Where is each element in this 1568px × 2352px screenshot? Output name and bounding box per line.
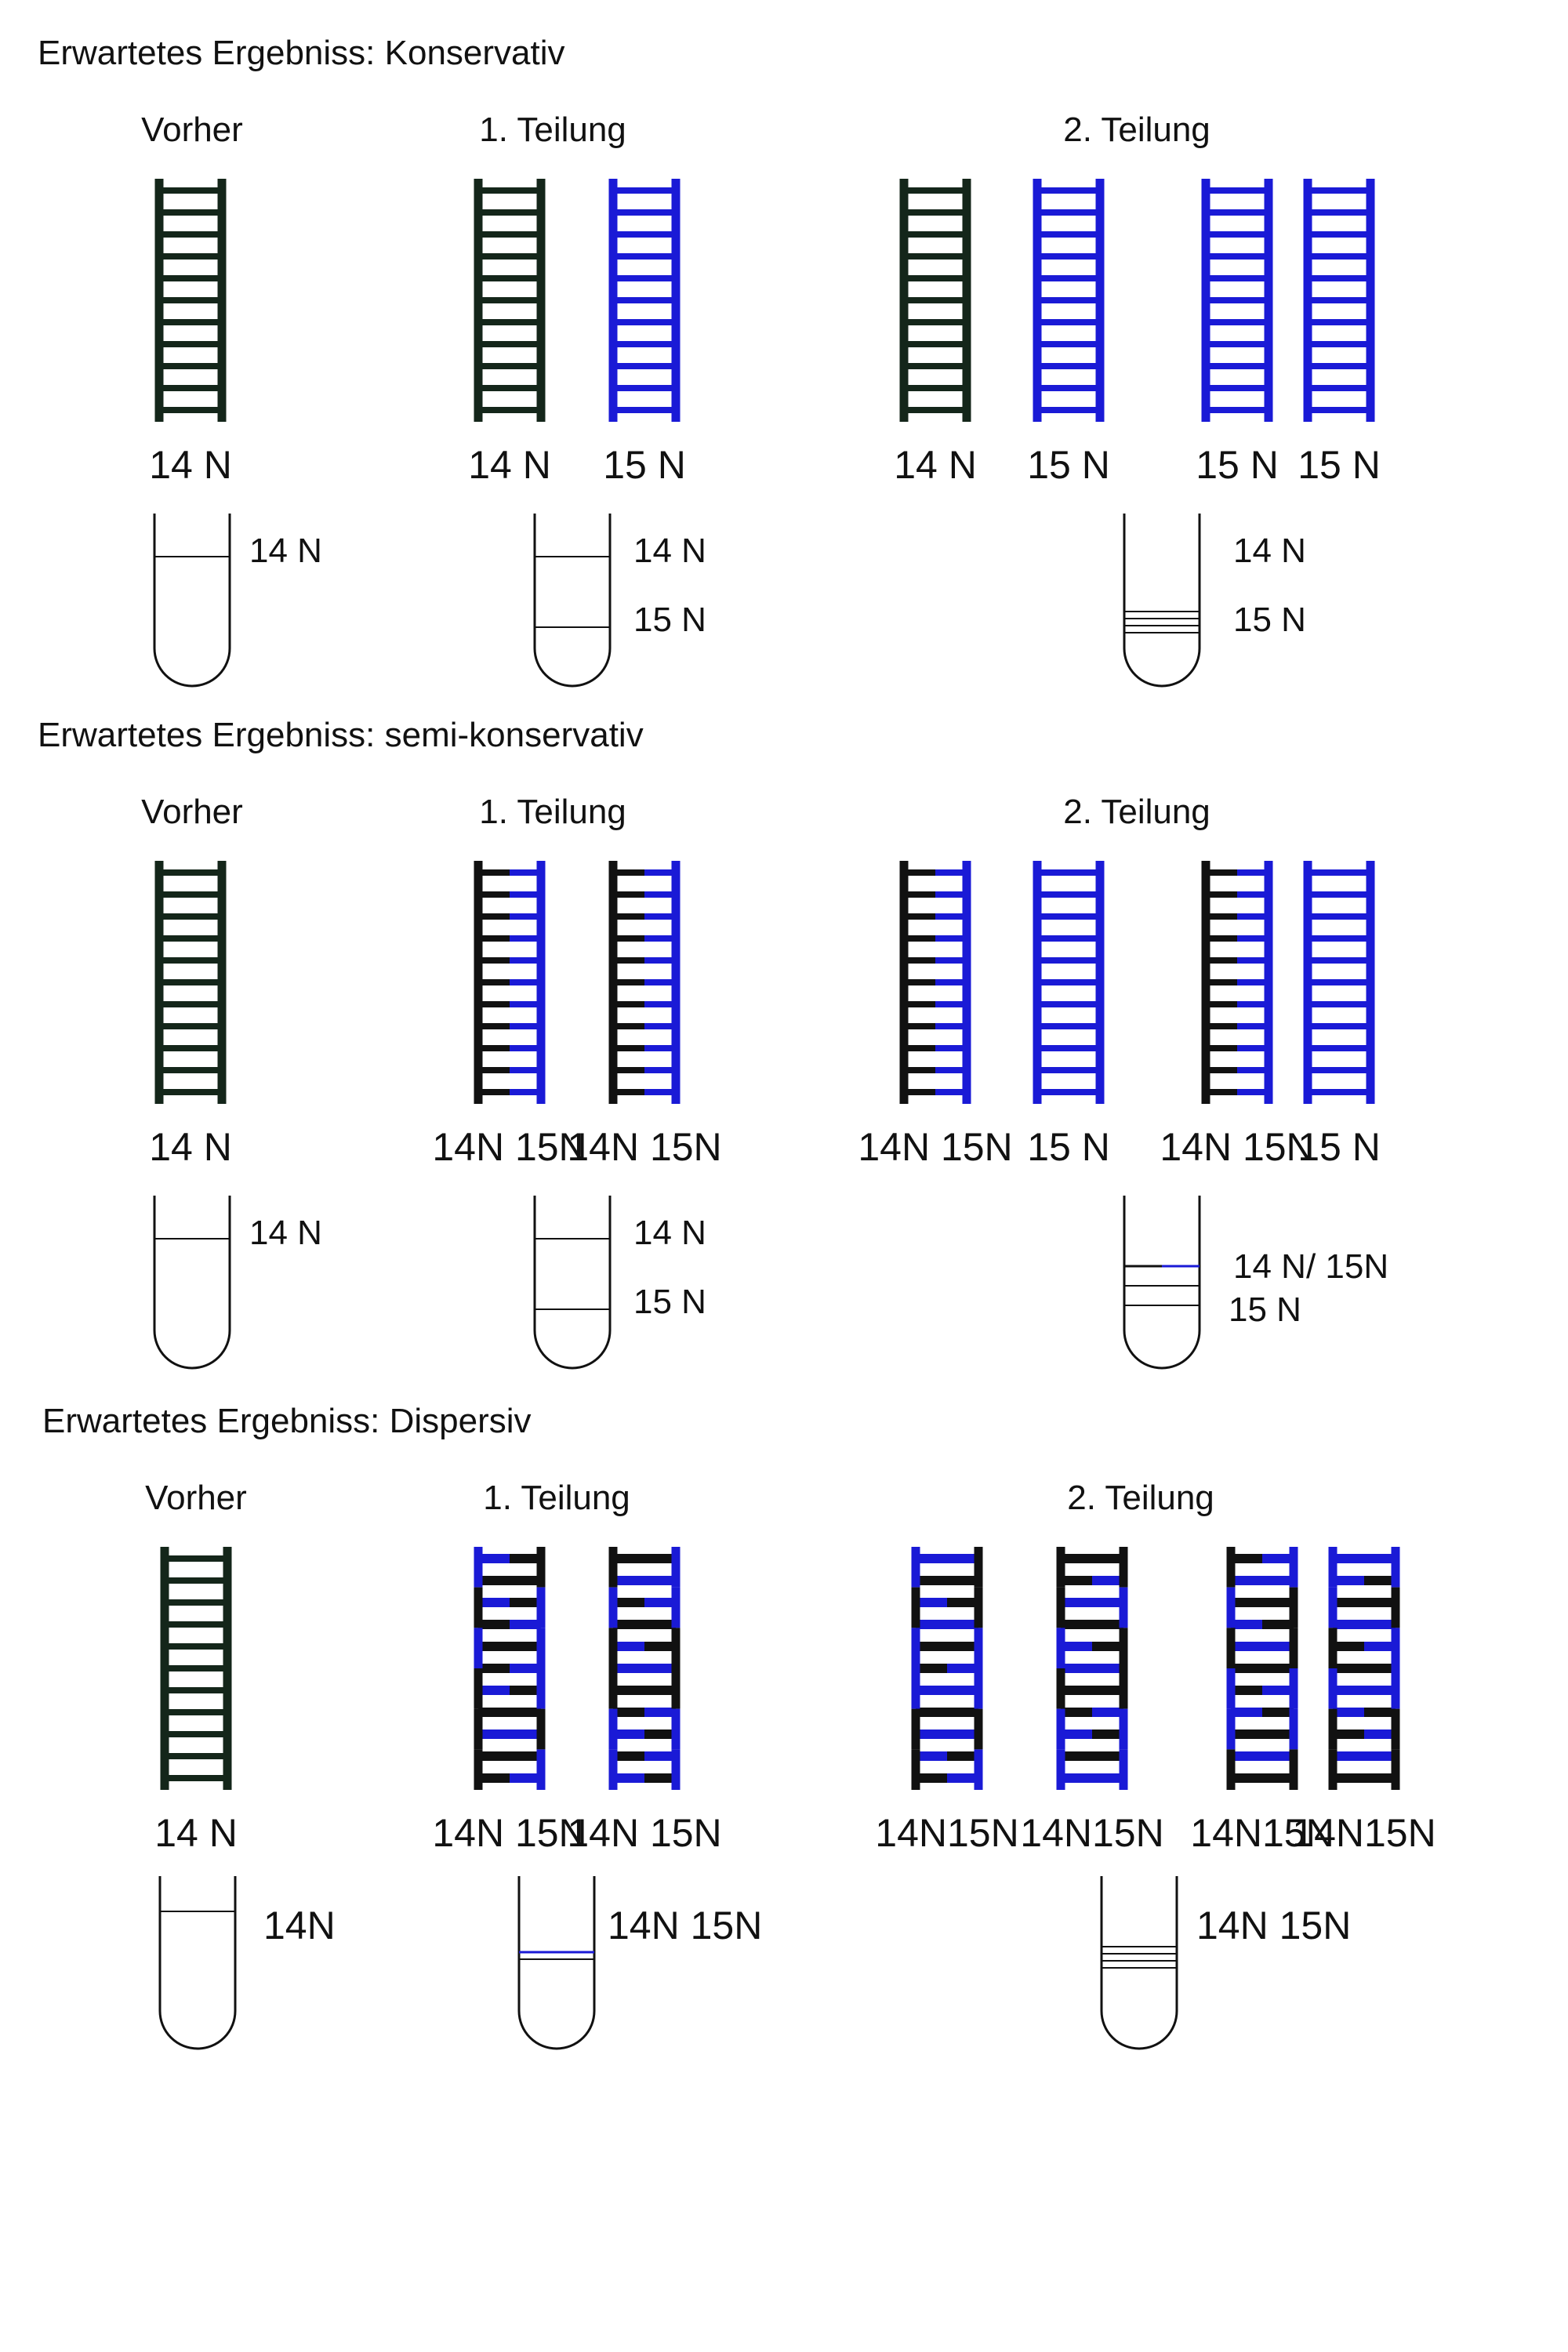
centrifuge-tube <box>153 1196 231 1370</box>
column-heading: Vorher <box>141 793 243 831</box>
molecule-label: 14 N <box>154 1811 238 1855</box>
dna-molecule <box>1201 861 1273 1104</box>
molecule-label: 15 N <box>1196 443 1279 487</box>
centrifuge-tube <box>533 1196 612 1370</box>
centrifuge-tube <box>1100 1876 1178 2050</box>
dna-molecule <box>1056 1547 1128 1790</box>
tube-band-label: 14N 15N <box>608 1904 762 1947</box>
molecule-label: 14N 15N <box>567 1125 721 1169</box>
molecule-label: 14 N <box>149 1125 232 1169</box>
tube-band-label: 14N 15N <box>1196 1904 1351 1947</box>
tube-band-label: 15 N <box>1229 1290 1301 1329</box>
dna-molecule <box>474 861 546 1104</box>
tube-band-label: 15 N <box>633 1283 706 1321</box>
section-title: Erwartetes Ergebniss: semi-konservativ <box>38 716 644 754</box>
dna-molecule <box>154 179 227 422</box>
tube-band-label: 14 N <box>1233 532 1306 570</box>
test-tube-outline <box>533 514 612 688</box>
molecule-label: 14 N <box>149 443 232 487</box>
column-heading: 2. Teilung <box>1063 111 1210 149</box>
centrifuge-tube <box>1123 1196 1201 1370</box>
test-tube-outline <box>1123 1196 1201 1370</box>
molecule-label: 15 N <box>1027 1125 1110 1169</box>
dna-molecule <box>1033 861 1105 1104</box>
section-title: Erwartetes Ergebniss: Dispersiv <box>42 1402 532 1440</box>
centrifuge-tube <box>153 514 231 688</box>
tube-band-label: 14 N <box>633 1214 706 1252</box>
tube-band-label: 14N <box>263 1904 336 1947</box>
centrifuge-tube <box>158 1876 237 2050</box>
dna-molecule <box>474 1547 546 1790</box>
column-heading: Vorher <box>145 1479 247 1517</box>
molecule-label: 14N15N <box>1292 1811 1436 1855</box>
dna-molecule <box>160 1547 232 1790</box>
dna-molecule <box>911 1547 983 1790</box>
tube-band-label: 14 N/ 15N <box>1233 1247 1388 1286</box>
column-heading: 2. Teilung <box>1063 793 1210 831</box>
test-tube-outline <box>1123 514 1201 688</box>
molecule-label: 15 N <box>1298 1125 1381 1169</box>
molecule-label: 14N 15N <box>432 1125 586 1169</box>
molecule-label: 14N 15N <box>1160 1125 1314 1169</box>
section-3 <box>158 1547 1400 2050</box>
section-1 <box>153 179 1375 688</box>
molecule-label: 14N 15N <box>432 1811 586 1855</box>
dna-molecule <box>608 1547 681 1790</box>
dna-molecule <box>1226 1547 1298 1790</box>
dna-molecule <box>1303 861 1375 1104</box>
column-heading: 1. Teilung <box>479 793 626 831</box>
molecule-label: 14N 15N <box>858 1125 1012 1169</box>
dna-molecule <box>899 179 971 422</box>
dna-molecule <box>608 179 681 422</box>
dna-molecule <box>1033 179 1105 422</box>
molecule-label: 14 N <box>894 443 977 487</box>
dna-molecule <box>1303 179 1375 422</box>
test-tube-outline <box>517 1876 596 2050</box>
test-tube-outline <box>158 1876 237 2050</box>
column-heading: Vorher <box>141 111 243 149</box>
column-heading: 1. Teilung <box>479 111 626 149</box>
dna-molecule <box>474 179 546 422</box>
centrifuge-tube <box>517 1876 596 2050</box>
dna-molecule <box>154 861 227 1104</box>
tube-band-label: 14 N <box>249 532 322 570</box>
dna-molecule <box>1328 1547 1400 1790</box>
centrifuge-tube <box>1123 514 1201 688</box>
test-tube-outline <box>533 1196 612 1370</box>
molecule-label: 14N15N <box>1190 1811 1334 1855</box>
tube-band-label: 15 N <box>633 601 706 639</box>
molecule-label: 14N15N <box>875 1811 1018 1855</box>
column-heading: 1. Teilung <box>483 1479 630 1517</box>
test-tube-outline <box>1100 1876 1178 2050</box>
molecule-label: 15 N <box>603 443 686 487</box>
molecule-label: 15 N <box>1298 443 1381 487</box>
molecule-label: 14N 15N <box>567 1811 721 1855</box>
tube-band-label: 14 N <box>249 1214 322 1252</box>
test-tube-outline <box>153 1196 231 1370</box>
molecule-label: 15 N <box>1027 443 1110 487</box>
section-title: Erwartetes Ergebniss: Konservativ <box>38 34 565 72</box>
section-2 <box>153 861 1375 1370</box>
column-heading: 2. Teilung <box>1067 1479 1214 1517</box>
dna-molecule <box>608 861 681 1104</box>
test-tube-outline <box>153 514 231 688</box>
dna-molecule <box>1201 179 1273 422</box>
centrifuge-tube <box>533 514 612 688</box>
tube-band-label: 15 N <box>1233 601 1306 639</box>
molecule-label: 14 N <box>468 443 551 487</box>
dna-molecule <box>899 861 971 1104</box>
molecule-label: 14N15N <box>1020 1811 1163 1855</box>
tube-band-label: 14 N <box>633 532 706 570</box>
